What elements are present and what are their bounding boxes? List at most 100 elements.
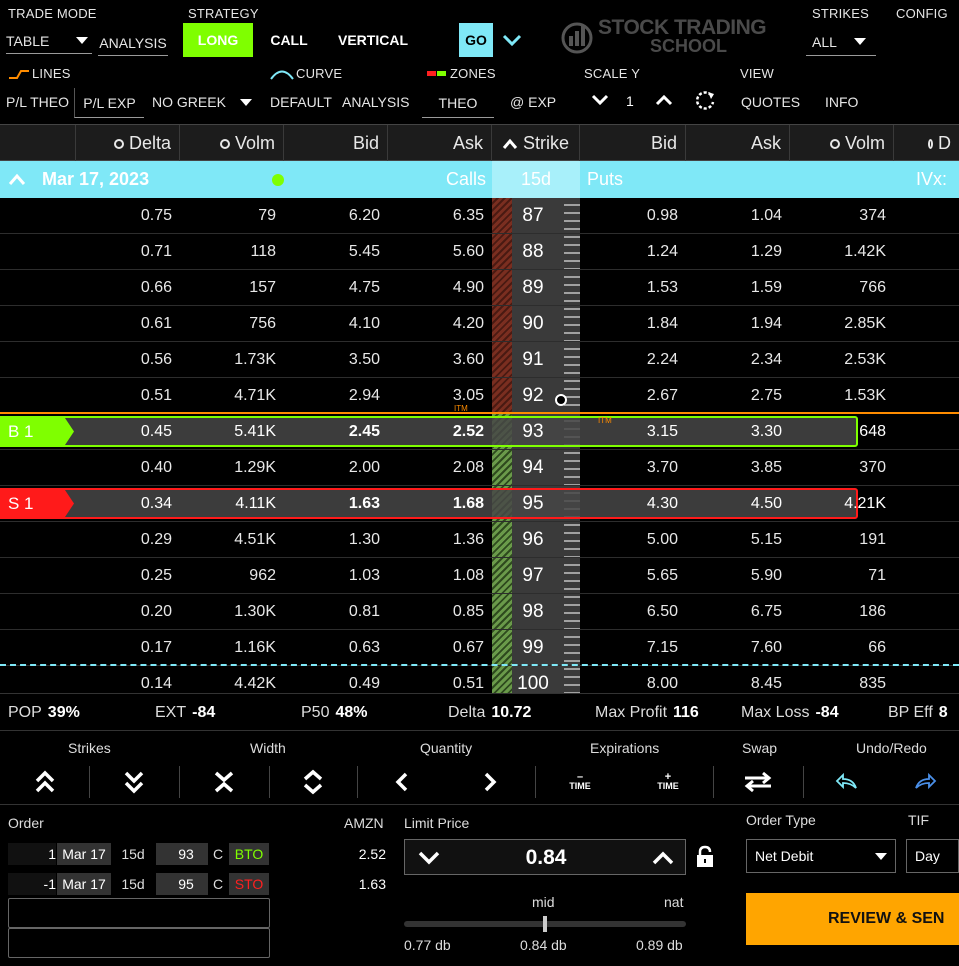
cell-pask[interactable]: 5.15	[750, 531, 782, 548]
table-row[interactable]: 0.17 1.16K 0.63 0.67 7.15 7.60 66 99	[0, 630, 959, 666]
table-row[interactable]: 0.51 4.71K 2.94 3.05 2.67 2.75 1.53K 92	[0, 378, 959, 414]
cell-ask[interactable]: 0.85	[452, 603, 484, 620]
cell-pbid[interactable]: 0.98	[646, 207, 678, 224]
strikes-select[interactable]: ALL	[806, 28, 876, 56]
cell-bid[interactable]: 2.00	[348, 459, 380, 476]
header-strike[interactable]: Strike	[492, 125, 580, 162]
table-row[interactable]: 0.25 962 1.03 1.08 5.65 5.90 71 97	[0, 558, 959, 594]
quantity-increase-button[interactable]	[446, 764, 534, 800]
limit-price-stepper[interactable]: 0.84	[404, 839, 686, 875]
cell-ask[interactable]: 2.08	[452, 459, 484, 476]
header-put-ask[interactable]: Ask	[686, 125, 790, 162]
cell-pask[interactable]: 2.34	[750, 351, 782, 368]
cell-ask[interactable]: 1.08	[452, 567, 484, 584]
cell-bid[interactable]: 4.10	[348, 315, 380, 332]
buy-leg-tag[interactable]: B 1	[0, 416, 74, 447]
strikes-up-button[interactable]	[2, 764, 88, 800]
sell-leg-tag[interactable]: S 1	[0, 488, 74, 519]
lock-icon[interactable]	[694, 845, 716, 869]
strikes-down-button[interactable]	[90, 764, 178, 800]
pl-theo-button[interactable]: P/L THEO	[6, 94, 70, 110]
leg-quantity[interactable]: 1	[8, 843, 56, 865]
cell-ask[interactable]: 1.68	[452, 495, 484, 512]
swap-button[interactable]	[714, 764, 802, 800]
leg-action[interactable]: STO	[229, 873, 269, 895]
cell-pbid[interactable]: 5.65	[646, 567, 678, 584]
cell-pask[interactable]: 1.59	[750, 279, 782, 296]
cell-bid[interactable]: 6.20	[348, 207, 380, 224]
cell-pbid[interactable]: 2.24	[646, 351, 678, 368]
cell-pbid[interactable]: 7.15	[646, 639, 678, 656]
table-row[interactable]: 0.75 79 6.20 6.35 0.98 1.04 374 87	[0, 198, 959, 234]
leg-price[interactable]: 2.52	[330, 843, 386, 865]
header-put-bid[interactable]: Bid	[580, 125, 686, 162]
quantity-decrease-button[interactable]	[358, 764, 446, 800]
lines-toggle[interactable]: LINES	[8, 66, 71, 81]
scale-down-button[interactable]	[590, 92, 610, 113]
cell-pbid[interactable]: 1.24	[646, 243, 678, 260]
analysis-view-button[interactable]: ANALYSIS	[342, 94, 410, 110]
order-leg-empty-slot[interactable]	[8, 928, 270, 958]
cell-pbid[interactable]: 5.00	[646, 531, 678, 548]
leg-action[interactable]: BTO	[229, 843, 269, 865]
header-call-delta[interactable]: Delta	[76, 125, 180, 162]
cell-pask[interactable]: 6.75	[750, 603, 782, 620]
cell-pask[interactable]: 5.90	[750, 567, 782, 584]
cell-pbid[interactable]: 8.00	[646, 675, 678, 692]
order-leg-empty-slot[interactable]	[8, 898, 270, 928]
scale-up-button[interactable]	[654, 92, 674, 113]
cell-ask[interactable]: 3.05	[452, 387, 484, 404]
leg-strike[interactable]: 95	[156, 873, 216, 895]
leg-expiration[interactable]: Mar 17	[57, 843, 111, 865]
chevron-up-icon[interactable]	[8, 173, 26, 187]
cell-bid[interactable]: 0.49	[348, 675, 380, 692]
cell-pask[interactable]: 2.75	[750, 387, 782, 404]
header-call-volm[interactable]: Volm	[180, 125, 284, 162]
leg-type[interactable]: C	[208, 873, 228, 895]
redo-button[interactable]	[890, 764, 959, 800]
cell-pbid[interactable]: 6.50	[646, 603, 678, 620]
at-exp-button[interactable]: @ EXP	[510, 94, 557, 110]
cell-pask[interactable]: 1.04	[750, 207, 782, 224]
table-row[interactable]: 0.29 4.51K 1.30 1.36 5.00 5.15 191 96	[0, 522, 959, 558]
header-call-ask[interactable]: Ask	[388, 125, 492, 162]
cell-ask[interactable]: 0.51	[452, 675, 484, 692]
leg-type[interactable]: C	[208, 843, 228, 865]
cell-pbid[interactable]: 3.70	[646, 459, 678, 476]
limit-decrease-icon[interactable]	[417, 849, 441, 867]
long-button[interactable]: LONG	[183, 23, 253, 57]
table-row[interactable]: 0.20 1.30K 0.81 0.85 6.50 6.75 186 98	[0, 594, 959, 630]
tif-select[interactable]: Day	[906, 839, 959, 873]
cell-ask[interactable]: 2.52	[452, 423, 484, 440]
leg-price[interactable]: 1.63	[330, 873, 386, 895]
table-row[interactable]: 0.14 4.42K 0.49 0.51 8.00 8.45 835 100	[0, 666, 959, 693]
go-button[interactable]: GO	[459, 23, 493, 57]
header-put-volm[interactable]: Volm	[790, 125, 894, 162]
leg-dte[interactable]: 15d	[112, 873, 154, 895]
analysis-button[interactable]: ANALYSIS	[98, 30, 168, 56]
cell-ask[interactable]: 5.60	[452, 243, 484, 260]
cell-ask[interactable]: 0.67	[452, 639, 484, 656]
leg-expiration[interactable]: Mar 17	[57, 873, 111, 895]
width-expand-button[interactable]	[270, 764, 356, 800]
limit-increase-icon[interactable]	[651, 849, 675, 867]
default-button[interactable]: DEFAULT	[270, 94, 332, 110]
greek-select[interactable]: NO GREEK	[152, 92, 252, 112]
cell-bid[interactable]: 2.45	[348, 423, 380, 440]
cell-pbid[interactable]: 1.84	[646, 315, 678, 332]
table-row[interactable]: 0.61 756 4.10 4.20 1.84 1.94 2.85K 90	[0, 306, 959, 342]
cell-bid[interactable]: 1.63	[348, 495, 380, 512]
pl-exp-button[interactable]: P/L EXP	[74, 88, 144, 118]
review-and-send-button[interactable]: REVIEW & SEN	[746, 893, 959, 945]
expiration-row[interactable]: Mar 17, 2023 Calls 15d Puts IVx:	[0, 161, 959, 198]
zones-toggle[interactable]: ZONES	[426, 66, 496, 81]
cell-pbid[interactable]: 1.53	[646, 279, 678, 296]
buy-leg-highlight[interactable]	[4, 416, 858, 447]
table-row[interactable]: 0.56 1.73K 3.50 3.60 2.24 2.34 2.53K 91	[0, 342, 959, 378]
refresh-icon[interactable]	[694, 90, 716, 117]
table-row[interactable]: S 1 0.34 4.11K 1.63 1.68 4.30 4.50 4.21K 95	[0, 486, 959, 522]
cell-pbid[interactable]: 2.67	[646, 387, 678, 404]
cell-bid[interactable]: 0.63	[348, 639, 380, 656]
cell-pask[interactable]: 4.50	[750, 495, 782, 512]
cell-bid[interactable]: 1.30	[348, 531, 380, 548]
